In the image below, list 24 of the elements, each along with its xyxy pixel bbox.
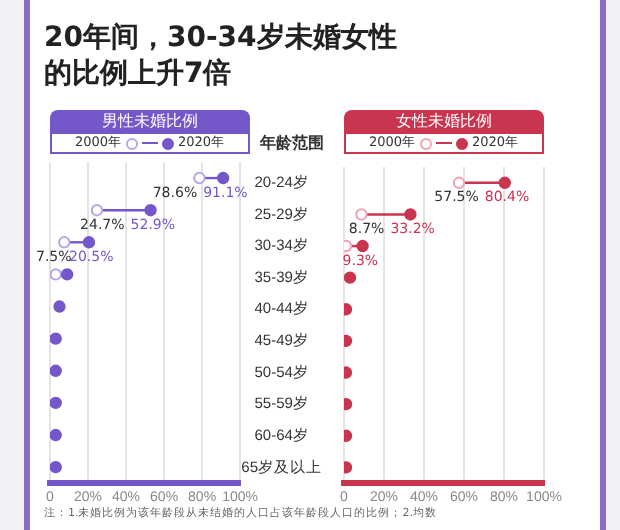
point bbox=[50, 332, 62, 345]
point bbox=[90, 203, 104, 217]
point bbox=[50, 396, 62, 410]
chart-subtitle: 女性未婚比例 bbox=[394, 110, 494, 132]
point bbox=[452, 176, 466, 190]
point bbox=[144, 203, 157, 217]
point bbox=[50, 364, 62, 377]
point bbox=[53, 300, 66, 313]
point bbox=[58, 236, 71, 249]
point bbox=[50, 428, 62, 442]
y-axis-title: 年龄范围 bbox=[258, 132, 326, 154]
point bbox=[60, 268, 74, 281]
point bbox=[193, 171, 206, 185]
point bbox=[50, 460, 62, 474]
chart-title: 20年间，30-34岁未婚女性的比例上升7倍 bbox=[44, 20, 399, 92]
point bbox=[50, 268, 62, 281]
point bbox=[355, 208, 368, 221]
point bbox=[82, 236, 96, 249]
point bbox=[216, 171, 230, 185]
point bbox=[498, 176, 511, 190]
chart-subtitle: 男性未婚比例 bbox=[100, 110, 200, 132]
point bbox=[404, 208, 417, 221]
point bbox=[356, 239, 369, 253]
point bbox=[344, 271, 357, 284]
